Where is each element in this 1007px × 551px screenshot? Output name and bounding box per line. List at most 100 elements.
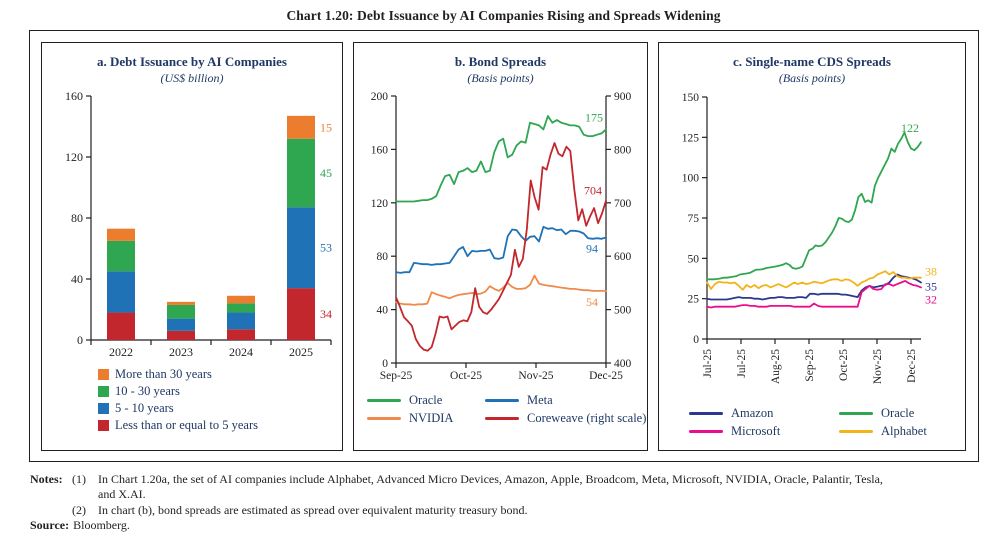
bar-segment [107, 271, 135, 313]
note-1: Notes: (1) In Chart 1.20a, the set of AI… [30, 472, 980, 503]
x-tick-label: Aug-25 [770, 349, 782, 384]
y-tick-label-right: 800 [614, 144, 632, 156]
bar-segment [287, 288, 315, 340]
y-tick-label-right: 400 [614, 358, 632, 370]
line-series-oracle [706, 131, 922, 281]
x-tick-label: Oct-25 [838, 349, 850, 381]
legend-label: Coreweave (right scale) [527, 411, 647, 425]
figure-border: a. Debt Issuance by AI Companies (US$ bi… [29, 30, 979, 462]
debt-issuance-bar-chart: 0 40 80 120 160 2022 2023 2024 2025 34 53 45 15 [65, 89, 332, 359]
bar-value-label: 15 [320, 120, 332, 134]
panel-a-subtitle: (US$ billion) [160, 71, 224, 85]
line-series-alphabet [706, 270, 922, 291]
y-tick-label: 100 [682, 173, 700, 185]
bar-segment [167, 304, 195, 319]
legend-swatch [98, 369, 109, 380]
legend-item-nvidia: NVIDIA [367, 411, 485, 426]
line-series-coreweave-right-scale- [395, 142, 607, 352]
panel-b-subtitle: (Basis points) [467, 71, 534, 85]
x-tick-label: Jul-25 [702, 349, 714, 378]
bar-segment [107, 312, 135, 340]
legend-label: Less than or equal to 5 years [115, 418, 259, 432]
y-tick-label: 75 [688, 213, 700, 225]
series-end-label: 54 [586, 295, 598, 309]
x-tick-label: Nov-25 [872, 349, 884, 384]
bar-segment [167, 318, 195, 331]
y-tick-label-right: 500 [614, 305, 632, 317]
legend-swatch [485, 417, 519, 420]
y-tick-label: 25 [688, 294, 700, 306]
legend-item-meta: Meta [485, 393, 647, 408]
series-end-label: 32 [925, 292, 937, 306]
x-tick-label: 2024 [229, 345, 253, 359]
panel-b-title: b. Bond Spreads [454, 54, 547, 69]
x-tick-label: 2025 [289, 345, 313, 359]
panel-a-title: a. Debt Issuance by AI Companies [97, 54, 287, 69]
legend-label: 5 - 10 years [115, 401, 174, 415]
panel-c-legend: Amazon Oracle Microsoft Alphabet [659, 406, 965, 439]
bar-segment [287, 115, 315, 139]
legend-label: Meta [527, 393, 553, 407]
y-tick-label: 80 [377, 251, 389, 263]
legend-item-oracle: Oracle [839, 406, 965, 421]
panel-c-subtitle: (Basis points) [778, 71, 846, 85]
bar-value-label: 53 [320, 241, 332, 255]
legend-swatch [367, 399, 401, 402]
y-tick-label: 120 [65, 150, 83, 164]
y-tick-label: 160 [65, 89, 83, 103]
line-series-microsoft [706, 279, 922, 309]
bar-segment [227, 303, 255, 313]
legend-item-oracle: Oracle [367, 393, 485, 408]
legend-label: Microsoft [731, 424, 781, 438]
panel-b-legend: Oracle Meta NVIDIA Coreweave (right scale) [354, 393, 647, 426]
y-tick-label: 0 [77, 333, 83, 347]
x-tick-label: 2022 [109, 345, 133, 359]
x-tick-label: 2023 [169, 345, 193, 359]
legend-swatch [689, 430, 723, 433]
bar-segment [287, 138, 315, 208]
bar-segment [107, 240, 135, 272]
panel-a-legend: More than 30 years 10 - 30 years 5 - 10 ye… [98, 366, 342, 434]
bar-value-label: 34 [320, 307, 332, 321]
legend-label: 10 - 30 years [115, 384, 180, 398]
source-text: Bloomberg. [73, 518, 130, 533]
legend-label: Oracle [409, 393, 443, 407]
note-1-number: (1) [72, 472, 86, 486]
y-tick-label-right: 900 [614, 91, 632, 103]
x-tick-label: Nov-25 [518, 370, 553, 382]
note-1-line-2: and X.AI. [98, 487, 146, 502]
source-label: Source: [30, 518, 70, 533]
legend-label: Alphabet [881, 424, 927, 438]
panel-bond-spreads: b. Bond Spreads (Basis points) 0 40 80 120 1… [353, 42, 648, 451]
source-row: Source: Bloomberg. [30, 518, 980, 533]
legend-item-microsoft: Microsoft [689, 424, 839, 439]
notes-block: Notes: (1) In Chart 1.20a, the set of AI… [30, 472, 980, 533]
legend-swatch [367, 417, 401, 420]
bar-segment [227, 295, 255, 304]
cds-spreads-line-chart: 0 25 50 75 100 125 150 Jul-25 Jul-25 Aug-25 Sep-25… [682, 92, 937, 384]
y-tick-label: 200 [371, 91, 389, 103]
bar-segment [287, 207, 315, 289]
y-tick-label: 0 [382, 358, 388, 370]
y-tick-label: 40 [377, 305, 389, 317]
note-2-number: (2) [72, 502, 86, 517]
legend-item-more-than-30-years: More than 30 years [98, 366, 342, 383]
bar-segment [167, 301, 195, 305]
y-tick-label: 150 [682, 92, 700, 104]
legend-item-alphabet: Alphabet [839, 424, 965, 439]
panel-debt-issuance: a. Debt Issuance by AI Companies (US$ bi… [41, 42, 343, 451]
y-tick-label: 160 [371, 144, 389, 156]
bar-value-label: 45 [320, 166, 332, 180]
x-tick-label: Dec-25 [906, 349, 918, 383]
legend-label: More than 30 years [115, 367, 212, 381]
bar-segment [227, 312, 255, 330]
legend-swatch [839, 412, 873, 415]
legend-item-coreweave-right-scale-: Coreweave (right scale) [485, 411, 647, 426]
x-tick-label: Sep-25 [804, 349, 816, 382]
y-tick-label: 80 [71, 211, 83, 225]
series-end-label: 175 [585, 110, 603, 124]
legend-swatch [839, 430, 873, 433]
bar-segment [107, 228, 135, 241]
y-tick-label: 50 [688, 253, 700, 265]
x-tick-label: Oct-25 [450, 370, 482, 382]
